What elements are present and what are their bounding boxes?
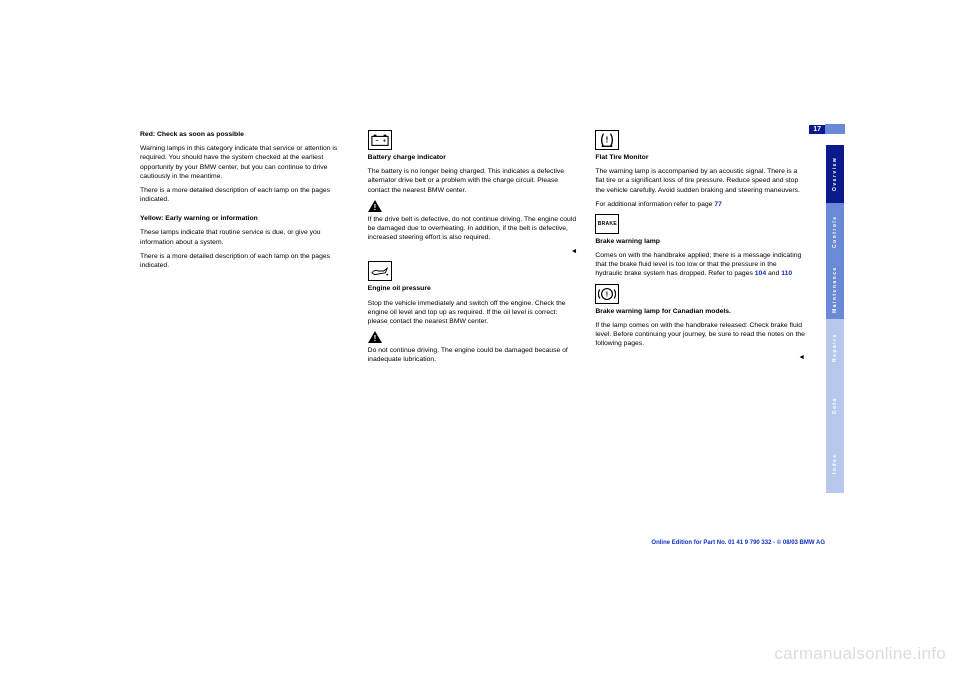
oil-heading: Engine oil pressure (368, 284, 578, 293)
page-ref-110[interactable]: 110 (781, 270, 792, 277)
tab-repairs[interactable]: Repairs (826, 319, 844, 377)
page-number-tail (825, 124, 845, 134)
svg-text:!: ! (373, 334, 376, 343)
svg-text:−: − (375, 139, 378, 145)
oil-warning: Do not continue driving. The engine coul… (368, 346, 578, 364)
column-1: Red: Check as soon as possible Warning l… (140, 130, 350, 369)
col1-heading-yellow: Yellow: Early warning or information (140, 214, 350, 223)
col1-text-2: There is a more detailed description of … (140, 186, 350, 204)
tire-icon: ! (595, 130, 619, 150)
svg-text:!: ! (373, 203, 376, 212)
col1-heading-red: Red: Check as soon as possible (140, 130, 350, 139)
footer-link[interactable]: Online Edition for Part No. 01 41 9 790 … (651, 540, 825, 546)
tab-data[interactable]: Data (826, 377, 844, 435)
watermark: carmanualsonline.info (774, 644, 946, 664)
page-ref-104[interactable]: 104 (755, 270, 766, 277)
svg-text:!: ! (606, 289, 608, 298)
battery-heading: Battery charge indicator (368, 153, 578, 162)
manual-page: 17 Overview Controls Maintenance Repairs… (0, 0, 960, 678)
battery-warning: If the drive belt is defective, do not c… (368, 215, 578, 243)
col1-text-1: Warning lamps in this category indicate … (140, 144, 350, 181)
tire-ref-text: For additional information refer to page (595, 201, 714, 208)
col1-text-3: These lamps indicate that routine servic… (140, 228, 350, 246)
note-end-2: ◄ (595, 353, 805, 362)
caution-icon-2: ! (368, 331, 382, 343)
page-number: 17 (809, 125, 825, 134)
col1-text-4: There is a more detailed description of … (140, 252, 350, 270)
tab-index[interactable]: Index (826, 435, 844, 493)
oil-text: Stop the vehicle immediately and switch … (368, 299, 578, 327)
tab-overview[interactable]: Overview (826, 145, 844, 203)
column-3: ! Flat Tire Monitor The warning lamp is … (595, 130, 805, 369)
and-word: and (766, 270, 781, 277)
page-ref-77[interactable]: 77 (714, 201, 722, 208)
battery-icon: −+ (368, 130, 392, 150)
battery-text: The battery is no longer being charged. … (368, 167, 578, 195)
column-2: −+ Battery charge indicator The battery … (368, 130, 578, 369)
brake-canada-heading: Brake warning lamp for Canadian models. (595, 307, 805, 316)
note-end-1: ◄ (368, 247, 578, 256)
side-tabs: Overview Controls Maintenance Repairs Da… (826, 145, 844, 493)
oil-icon (368, 261, 392, 281)
page-number-bar: 17 (809, 124, 845, 134)
caution-icon-1: ! (368, 200, 382, 212)
svg-text:+: + (382, 139, 385, 145)
brake-canada-text: If the lamp comes on with the handbrake … (595, 321, 805, 349)
brake-canada-icon: ! (595, 284, 619, 304)
tire-text: The warning lamp is accompanied by an ac… (595, 167, 805, 195)
tab-controls[interactable]: Controls (826, 203, 844, 261)
svg-text:!: ! (606, 136, 609, 145)
brake-text: Comes on with the handbrake applied; the… (595, 251, 805, 279)
tab-maintenance[interactable]: Maintenance (826, 261, 844, 319)
tire-heading: Flat Tire Monitor (595, 153, 805, 162)
brake-heading: Brake warning lamp (595, 237, 805, 246)
brake-icon: BRAKE (595, 214, 619, 234)
tire-ref: For additional information refer to page… (595, 200, 805, 209)
content-columns: Red: Check as soon as possible Warning l… (140, 130, 805, 369)
